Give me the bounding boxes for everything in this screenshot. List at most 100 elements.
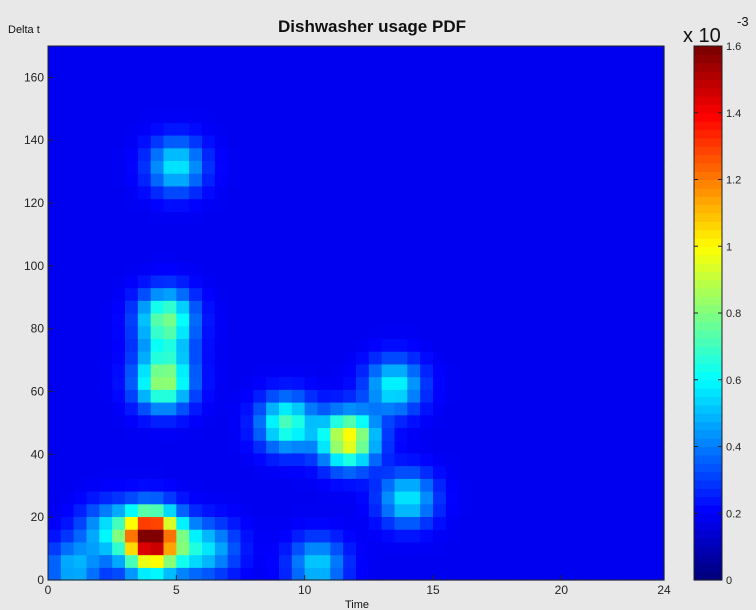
heatmap-cell bbox=[651, 567, 665, 581]
heatmap-cell bbox=[407, 236, 421, 251]
heatmap-cell bbox=[214, 287, 229, 301]
heatmap-cell bbox=[407, 249, 421, 263]
heatmap-cell bbox=[394, 465, 408, 479]
heatmap-cell bbox=[356, 325, 370, 340]
heatmap-cell bbox=[227, 465, 242, 479]
heatmap-cell bbox=[651, 249, 665, 263]
heatmap-cell bbox=[48, 249, 62, 263]
heatmap-cell bbox=[561, 313, 575, 327]
heatmap-cell bbox=[574, 46, 588, 60]
heatmap-cell bbox=[497, 313, 511, 327]
heatmap-cell bbox=[48, 211, 62, 225]
heatmap-cell bbox=[279, 363, 293, 378]
heatmap-cell bbox=[48, 363, 62, 378]
heatmap-cell bbox=[522, 185, 537, 200]
heatmap-cell bbox=[112, 325, 126, 340]
heatmap-cell bbox=[407, 376, 421, 390]
heatmap-cell bbox=[356, 465, 370, 479]
heatmap-cell bbox=[535, 185, 550, 200]
heatmap-cell bbox=[381, 376, 396, 390]
heatmap-cell bbox=[625, 249, 639, 263]
heatmap-cell bbox=[227, 389, 242, 403]
heatmap-cell bbox=[522, 173, 537, 187]
heatmap-cell bbox=[458, 300, 473, 314]
y-tick-label: 0 bbox=[37, 573, 44, 587]
heatmap-cell bbox=[189, 338, 203, 352]
heatmap-cell bbox=[73, 224, 88, 238]
heatmap-cell bbox=[471, 541, 485, 556]
heatmap-cell bbox=[625, 46, 639, 60]
heatmap-cell bbox=[60, 313, 75, 327]
heatmap-cell bbox=[330, 465, 344, 479]
heatmap-cell bbox=[266, 173, 280, 187]
heatmap-cell bbox=[48, 402, 62, 416]
heatmap-cell bbox=[112, 465, 126, 479]
heatmap-cell bbox=[227, 529, 242, 543]
heatmap-cell bbox=[125, 402, 139, 416]
heatmap-cell bbox=[484, 465, 498, 479]
heatmap-cell bbox=[587, 249, 601, 263]
heatmap-cell bbox=[484, 402, 498, 416]
colorbar-multiplier: x 10 bbox=[683, 25, 721, 47]
heatmap-cell bbox=[112, 478, 126, 492]
heatmap-cell bbox=[638, 147, 652, 162]
heatmap-cell bbox=[381, 452, 396, 467]
heatmap-cell bbox=[497, 414, 511, 429]
heatmap-cell bbox=[381, 529, 396, 543]
heatmap-cell bbox=[368, 236, 383, 251]
heatmap-cell bbox=[279, 325, 293, 340]
heatmap-cell bbox=[163, 58, 177, 73]
heatmap-cell bbox=[343, 313, 357, 327]
heatmap-cell bbox=[137, 58, 152, 73]
heatmap-cell bbox=[548, 300, 562, 314]
heatmap-cell bbox=[73, 427, 88, 441]
heatmap-cell bbox=[86, 262, 100, 276]
heatmap-cell bbox=[125, 71, 139, 85]
heatmap-cell bbox=[445, 325, 460, 340]
heatmap-cell bbox=[587, 541, 601, 556]
heatmap-cell bbox=[125, 274, 139, 289]
heatmap-cell bbox=[240, 325, 254, 340]
heatmap-cell bbox=[510, 452, 524, 467]
heatmap-cell bbox=[587, 109, 601, 123]
heatmap-cell bbox=[471, 402, 485, 416]
heatmap-cell bbox=[202, 414, 216, 429]
heatmap-cell bbox=[420, 465, 434, 479]
heatmap-cell bbox=[189, 414, 203, 429]
heatmap-cell bbox=[381, 173, 396, 187]
heatmap-cell bbox=[240, 567, 254, 581]
heatmap-cell bbox=[317, 389, 331, 403]
heatmap-cell bbox=[368, 71, 383, 85]
heatmap-cell bbox=[317, 541, 331, 556]
heatmap-cell bbox=[484, 325, 498, 340]
heatmap-cell bbox=[112, 173, 126, 187]
heatmap-cell bbox=[471, 224, 485, 238]
heatmap-cell bbox=[561, 465, 575, 479]
heatmap-cell bbox=[125, 135, 139, 149]
heatmap-cell bbox=[535, 160, 550, 174]
heatmap-cell bbox=[317, 147, 331, 162]
heatmap-cell bbox=[214, 541, 229, 556]
heatmap-cell bbox=[638, 185, 652, 200]
heatmap-cell bbox=[291, 338, 306, 352]
heatmap-cell bbox=[253, 122, 267, 136]
heatmap-cell bbox=[574, 351, 588, 365]
heatmap-cell bbox=[279, 262, 293, 276]
heatmap-cell bbox=[471, 46, 485, 60]
heatmap-cell bbox=[150, 541, 165, 556]
heatmap-cell bbox=[227, 376, 242, 390]
heatmap-cell bbox=[548, 135, 562, 149]
heatmap-cell bbox=[574, 211, 588, 225]
heatmap-cell bbox=[253, 440, 267, 454]
heatmap-cell bbox=[330, 84, 344, 98]
heatmap-cell bbox=[330, 249, 344, 263]
heatmap-cell bbox=[458, 567, 473, 581]
heatmap-cell bbox=[535, 173, 550, 187]
heatmap-cell bbox=[420, 46, 434, 60]
heatmap-cell bbox=[202, 363, 216, 378]
heatmap-cell bbox=[48, 427, 62, 441]
heatmap-cell bbox=[112, 262, 126, 276]
heatmap-cell bbox=[471, 491, 485, 505]
heatmap-cell bbox=[510, 376, 524, 390]
heatmap-cell bbox=[497, 224, 511, 238]
